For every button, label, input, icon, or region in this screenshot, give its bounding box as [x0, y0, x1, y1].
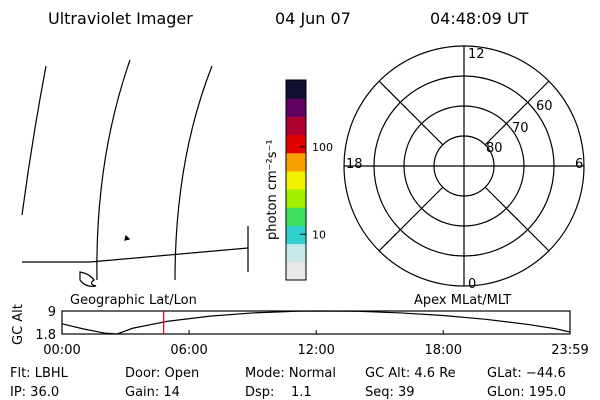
color-step [286, 189, 306, 208]
colorbar-tick-label: 100 [312, 141, 333, 154]
color-step [286, 243, 306, 263]
y-tick-label: 9 [48, 305, 56, 320]
status-field: GC Alt: 4.6 Re [365, 366, 456, 381]
colorbar-frame [285, 79, 307, 281]
color-step [286, 116, 306, 136]
color-step [286, 80, 306, 99]
polar-grid [343, 45, 585, 287]
polar-title: Apex MLat/MLT [414, 293, 511, 308]
altitude-curve [61, 310, 571, 335]
mlt-label: 0 [468, 277, 476, 292]
altitude-ylabel: GC Alt [11, 304, 26, 345]
altitude-plot: 1.8 9 00:00 06:00 12:00 18:00 23:59 [35, 305, 588, 358]
x-tick-label: 23:59 [551, 343, 588, 358]
colorbar-tick-label: 10 [312, 228, 326, 241]
color-step [286, 225, 306, 245]
colorbar-label: photon cm⁻²s⁻¹ [265, 139, 280, 240]
map [21, 59, 249, 287]
color-step [286, 134, 306, 154]
status-field: Gain: 14 [125, 385, 180, 400]
status-field: Dsp: 1.1 [245, 385, 312, 400]
colorbar: 10 100 [285, 79, 333, 281]
y-tick-label: 1.8 [35, 328, 56, 343]
status-field: GLat: −44.6 [487, 366, 566, 381]
title: Ultraviolet Imager [48, 9, 193, 28]
lat-label: 60 [536, 99, 553, 114]
date: 04 Jun 07 [275, 9, 351, 28]
color-step [286, 170, 306, 190]
status-field: IP: 36.0 [10, 385, 59, 400]
status: Flt: LBHL Door: Open Mode: Normal GC Alt: 4… [10, 366, 566, 400]
mlt-label: 12 [468, 47, 485, 62]
color-step [286, 152, 306, 172]
x-tick-label: 18:00 [425, 343, 462, 358]
status-field: Door: Open [125, 366, 199, 381]
status-field: Seq: 39 [365, 385, 415, 400]
lat-label: 70 [512, 121, 529, 136]
color-step [286, 207, 306, 226]
x-tick-label: 00:00 [43, 343, 80, 358]
lat-label: 80 [486, 141, 503, 156]
time: 04:48:09 UT [430, 9, 529, 28]
status-field: Mode: Normal [245, 366, 336, 381]
status-field: Flt: LBHL [10, 366, 69, 381]
status-field: GLon: 195.0 [487, 385, 566, 400]
map-title: Geographic Lat/Lon [70, 293, 197, 308]
x-tick-label: 12:00 [297, 343, 334, 358]
mlt-label: 18 [346, 157, 363, 172]
color-step [286, 98, 306, 117]
color-step [286, 261, 306, 281]
mlt-label: 6 [575, 157, 583, 172]
x-tick-label: 06:00 [170, 343, 207, 358]
